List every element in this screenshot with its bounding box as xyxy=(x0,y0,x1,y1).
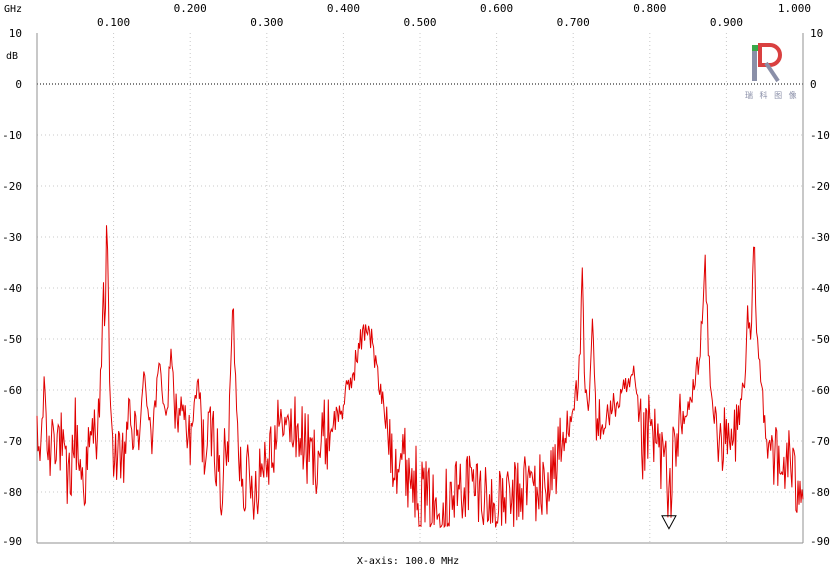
y-tick-label-right: 0 xyxy=(810,78,817,91)
y-tick-label-right: -20 xyxy=(810,180,830,193)
logo-green-square xyxy=(752,45,758,51)
x-tick-label: 0.100 xyxy=(97,16,130,29)
y-tick-label-left: -60 xyxy=(2,384,22,397)
y-unit-label: dB xyxy=(6,51,18,62)
x-tick-label: 0.700 xyxy=(557,16,590,29)
y-tick-label-left: -50 xyxy=(2,333,22,346)
x-axis-caption: X-axis: 100.0 MHz xyxy=(357,556,459,567)
logo-r-leg xyxy=(764,61,780,83)
brand-logo: 瑞 科 图 像 xyxy=(745,43,799,100)
logo-text: 瑞 科 图 像 xyxy=(745,90,799,100)
x-tick-label: 0.300 xyxy=(250,16,283,29)
x-tick-label: 0.600 xyxy=(480,2,513,15)
y-tick-label-right: -90 xyxy=(810,535,830,548)
y-tick-label-left: 0 xyxy=(15,78,22,91)
plot-frame xyxy=(36,33,804,544)
x-tick-label: 0.400 xyxy=(327,2,360,15)
x-tick-labels: 0.100 0.200 0.300 0.400 0.500 0.600 0.700 0.800… xyxy=(97,2,811,29)
y-tick-label-left: -70 xyxy=(2,435,22,448)
x-tick-label: 0.800 xyxy=(633,2,666,15)
marker-triangle-icon[interactable] xyxy=(661,515,677,530)
logo-bar xyxy=(752,45,757,81)
y-tick-label-left: -80 xyxy=(2,486,22,499)
y-tick-label-right: -30 xyxy=(810,231,830,244)
y-tick-label-right: -40 xyxy=(810,282,830,295)
series-layer xyxy=(36,225,804,529)
y-tick-label-right: -50 xyxy=(810,333,830,346)
x-tick-label: 0.200 xyxy=(174,2,207,15)
y-tick-label-left: -30 xyxy=(2,231,22,244)
y-tick-label-right: -60 xyxy=(810,384,830,397)
marker-layer xyxy=(661,515,677,530)
x-unit-label: GHz xyxy=(4,4,22,15)
x-tick-label: 1.000 xyxy=(778,2,811,15)
x-tick-label: 0.500 xyxy=(403,16,436,29)
y-tick-label-right: -10 xyxy=(810,129,830,142)
y-tick-label-left: 10 xyxy=(9,27,22,40)
y-tick-labels: 10 10 0 0 -10 -10 -20 -20 -30 -30 -40 -40 -50 -50 -60 -… xyxy=(2,27,830,548)
y-tick-label-right: -70 xyxy=(810,435,830,448)
y-tick-label-left: -40 xyxy=(2,282,22,295)
logo-r-bowl xyxy=(758,43,782,67)
y-tick-label-right: -80 xyxy=(810,486,830,499)
y-tick-label-right: 10 xyxy=(810,27,823,40)
y-tick-label-left: -20 xyxy=(2,180,22,193)
x-tick-label: 0.900 xyxy=(710,16,743,29)
y-tick-label-left: -90 xyxy=(2,535,22,548)
y-tick-label-left: -10 xyxy=(2,129,22,142)
spectrum-trace xyxy=(36,225,804,529)
